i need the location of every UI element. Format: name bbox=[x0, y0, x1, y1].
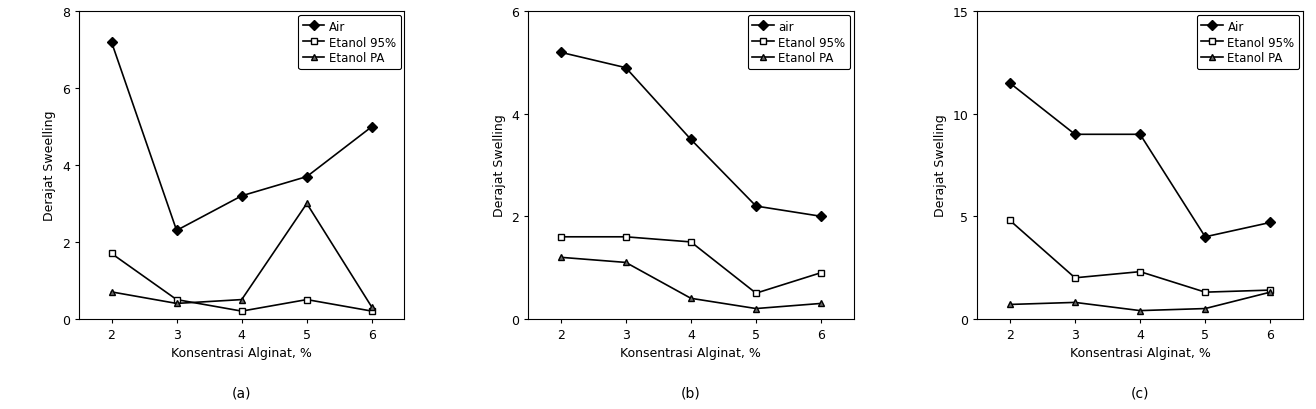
Etanol PA bbox=[683, 296, 699, 301]
Legend: Air, Etanol 95%, Etanol PA: Air, Etanol 95%, Etanol PA bbox=[299, 16, 401, 70]
Legend: air, Etanol 95%, Etanol PA: air, Etanol 95%, Etanol PA bbox=[747, 16, 850, 70]
Etanol 95% bbox=[747, 291, 763, 296]
Etanol 95% bbox=[1067, 276, 1083, 281]
Etanol 95% bbox=[813, 271, 829, 276]
Air bbox=[299, 175, 315, 180]
Etanol 95% bbox=[299, 297, 315, 302]
Etanol PA bbox=[553, 255, 569, 260]
Etanol PA bbox=[365, 305, 380, 310]
Line: Etanol PA: Etanol PA bbox=[557, 254, 825, 312]
Etanol PA bbox=[1262, 290, 1278, 295]
Y-axis label: Derajat Swelling: Derajat Swelling bbox=[492, 115, 505, 217]
air bbox=[813, 214, 829, 219]
Air bbox=[1262, 220, 1278, 225]
Air bbox=[1198, 235, 1213, 240]
X-axis label: Konsentrasi Alginat, %: Konsentrasi Alginat, % bbox=[620, 346, 762, 360]
Air bbox=[234, 194, 250, 199]
Air bbox=[1001, 81, 1017, 86]
Etanol PA bbox=[1001, 302, 1017, 307]
Text: (a): (a) bbox=[232, 386, 251, 400]
air bbox=[747, 204, 763, 209]
X-axis label: Konsentrasi Alginat, %: Konsentrasi Alginat, % bbox=[1070, 346, 1211, 360]
Etanol 95% bbox=[619, 235, 634, 240]
Etanol PA bbox=[168, 301, 184, 306]
Etanol 95% bbox=[1198, 290, 1213, 295]
Air bbox=[104, 40, 120, 45]
Air bbox=[365, 125, 380, 130]
Text: (b): (b) bbox=[680, 386, 701, 400]
Etanol PA bbox=[104, 290, 120, 294]
air bbox=[619, 66, 634, 71]
Etanol PA bbox=[619, 261, 634, 265]
Etanol 95% bbox=[168, 297, 184, 302]
Etanol 95% bbox=[365, 309, 380, 314]
Line: Etanol 95%: Etanol 95% bbox=[557, 234, 825, 297]
Etanol 95% bbox=[1132, 270, 1148, 274]
Etanol 95% bbox=[1001, 218, 1017, 223]
Y-axis label: Derajat Sweelling: Derajat Sweelling bbox=[43, 110, 57, 221]
Etanol 95% bbox=[683, 240, 699, 245]
X-axis label: Konsentrasi Alginat, %: Konsentrasi Alginat, % bbox=[171, 346, 312, 360]
Line: Etanol 95%: Etanol 95% bbox=[1007, 218, 1274, 296]
Etanol PA bbox=[813, 301, 829, 306]
Line: Air: Air bbox=[108, 40, 375, 234]
Etanol PA bbox=[299, 202, 315, 207]
Line: Etanol PA: Etanol PA bbox=[1007, 289, 1274, 314]
Line: Etanol 95%: Etanol 95% bbox=[108, 250, 375, 315]
Air bbox=[1132, 133, 1148, 137]
Line: Air: Air bbox=[1007, 81, 1274, 240]
Line: air: air bbox=[557, 50, 825, 220]
Etanol PA bbox=[1067, 300, 1083, 305]
Air bbox=[168, 228, 184, 233]
Legend: Air, Etanol 95%, Etanol PA: Air, Etanol 95%, Etanol PA bbox=[1196, 16, 1299, 70]
Etanol PA bbox=[1132, 308, 1148, 313]
air bbox=[683, 137, 699, 143]
Etanol 95% bbox=[104, 252, 120, 256]
Etanol PA bbox=[1198, 306, 1213, 311]
Etanol PA bbox=[234, 297, 250, 302]
Air bbox=[1067, 133, 1083, 137]
Etanol PA bbox=[747, 306, 763, 311]
Line: Etanol PA: Etanol PA bbox=[108, 200, 375, 311]
Etanol 95% bbox=[234, 309, 250, 314]
Text: (c): (c) bbox=[1130, 386, 1149, 400]
Etanol 95% bbox=[553, 235, 569, 240]
air bbox=[553, 51, 569, 56]
Etanol 95% bbox=[1262, 288, 1278, 293]
Y-axis label: Derajat Swelling: Derajat Swelling bbox=[934, 115, 948, 217]
